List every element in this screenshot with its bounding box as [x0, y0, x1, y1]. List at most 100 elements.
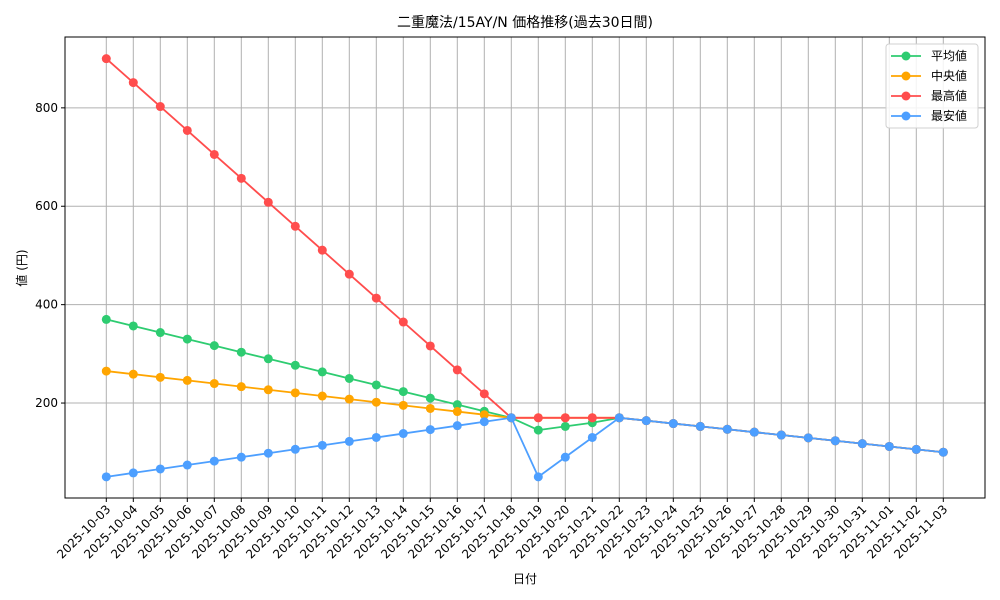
data-point-marker — [371, 397, 381, 407]
data-point-marker — [371, 380, 381, 390]
data-point-marker — [101, 54, 111, 64]
data-point-marker — [533, 472, 543, 482]
data-point-marker — [209, 341, 219, 351]
series-line — [106, 370, 944, 454]
data-point-marker — [371, 293, 381, 303]
data-point-marker — [290, 360, 300, 370]
data-point-marker — [317, 440, 327, 450]
data-point-marker — [587, 432, 597, 442]
legend-box — [885, 43, 979, 129]
data-point-marker — [128, 78, 138, 88]
data-point-marker — [290, 388, 300, 398]
series-lines — [101, 54, 948, 482]
legend-marker-icon — [901, 91, 911, 101]
data-point-marker — [101, 366, 111, 376]
series-2 — [101, 54, 948, 457]
data-point-marker — [128, 468, 138, 478]
series-line — [106, 416, 944, 479]
data-point-marker — [344, 436, 354, 446]
data-point-marker — [155, 372, 165, 382]
data-point-marker — [641, 416, 651, 426]
data-point-marker — [452, 365, 462, 375]
data-point-marker — [317, 391, 327, 401]
legend-label: 最高値 — [931, 88, 967, 103]
data-point-marker — [101, 314, 111, 324]
legend-item: 最高値 — [891, 88, 967, 103]
data-point-marker — [452, 421, 462, 431]
data-point-marker — [290, 444, 300, 454]
data-point-marker — [533, 425, 543, 435]
data-point-marker — [317, 367, 327, 377]
data-point-marker — [614, 413, 624, 423]
data-point-marker — [425, 341, 435, 351]
series-3 — [101, 413, 948, 482]
data-point-marker — [479, 389, 489, 399]
y-tick-label: 400 — [35, 298, 58, 312]
data-point-marker — [398, 317, 408, 327]
data-point-marker — [425, 403, 435, 413]
y-axis-ticks: 200 400 600 800 — [35, 101, 65, 410]
legend-marker-icon — [901, 111, 911, 121]
data-point-marker — [371, 432, 381, 442]
data-point-marker — [209, 379, 219, 389]
data-point-marker — [830, 436, 840, 446]
data-point-marker — [668, 419, 678, 429]
data-point-marker — [182, 460, 192, 470]
data-point-marker — [182, 334, 192, 344]
grid — [65, 37, 985, 498]
data-point-marker — [425, 425, 435, 435]
data-point-marker — [344, 373, 354, 383]
series-1 — [101, 366, 948, 457]
data-point-marker — [560, 452, 570, 462]
data-point-marker — [155, 102, 165, 112]
data-point-marker — [182, 375, 192, 385]
data-point-marker — [479, 410, 489, 420]
data-point-marker — [263, 197, 273, 207]
y-tick-label: 600 — [35, 199, 58, 213]
data-point-marker — [263, 385, 273, 395]
data-point-marker — [479, 417, 489, 427]
data-point-marker — [236, 347, 246, 357]
data-point-marker — [101, 472, 111, 482]
data-point-marker — [749, 427, 759, 437]
data-point-marker — [560, 413, 570, 423]
legend-item: 最安値 — [891, 108, 967, 123]
data-point-marker — [344, 394, 354, 404]
data-point-marker — [128, 321, 138, 331]
data-point-marker — [209, 456, 219, 466]
data-point-marker — [506, 413, 516, 423]
data-point-marker — [695, 421, 705, 431]
x-axis-label: 日付 — [513, 572, 537, 586]
data-point-marker — [263, 354, 273, 364]
series-line — [105, 57, 944, 454]
data-point-marker — [722, 424, 732, 434]
data-point-marker — [884, 441, 894, 451]
data-point-marker — [155, 328, 165, 338]
data-point-marker — [803, 433, 813, 443]
data-point-marker — [236, 452, 246, 462]
data-point-marker — [155, 464, 165, 474]
data-point-marker — [938, 447, 948, 457]
data-point-marker — [236, 173, 246, 183]
legend-marker-icon — [901, 51, 911, 61]
data-point-marker — [533, 413, 543, 423]
data-point-marker — [587, 413, 597, 423]
data-point-marker — [857, 439, 867, 449]
data-point-marker — [452, 400, 462, 410]
data-point-marker — [398, 429, 408, 439]
data-point-marker — [560, 421, 570, 431]
data-point-marker — [263, 448, 273, 458]
data-point-marker — [911, 444, 921, 454]
legend-item: 中央値 — [891, 68, 967, 83]
y-axis-label: 値 (円) — [14, 249, 29, 286]
legend-label: 平均値 — [931, 48, 967, 63]
legend-label: 中央値 — [931, 68, 967, 83]
legend-label: 最安値 — [931, 108, 967, 123]
data-point-marker — [344, 269, 354, 279]
x-axis-ticks: 2025-10-032025-10-042025-10-052025-10-06… — [54, 498, 950, 561]
y-tick-label: 200 — [35, 396, 58, 410]
legend-marker-icon — [901, 71, 911, 81]
data-point-marker — [776, 430, 786, 440]
